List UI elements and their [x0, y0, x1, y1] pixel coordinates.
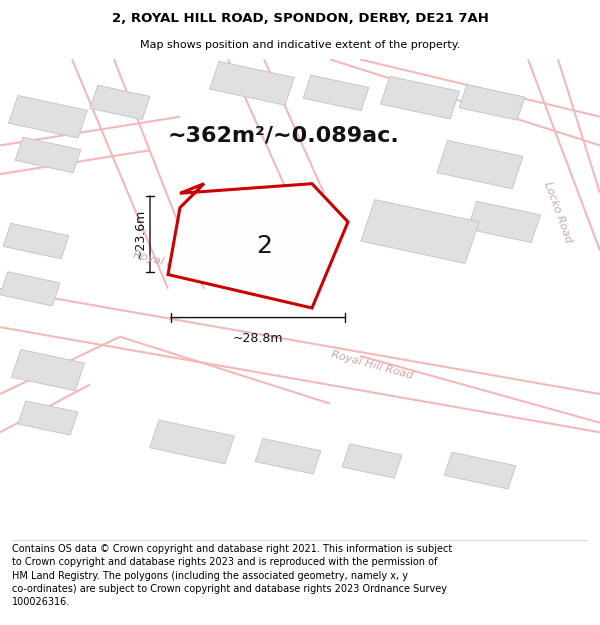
Text: ~362m²/~0.089ac.: ~362m²/~0.089ac. [168, 126, 400, 146]
Polygon shape [3, 223, 69, 259]
Polygon shape [209, 61, 295, 105]
Polygon shape [149, 420, 235, 464]
Polygon shape [303, 75, 369, 111]
Text: Locko Road: Locko Road [542, 181, 574, 244]
Text: ~28.8m: ~28.8m [233, 332, 283, 345]
Text: Map shows position and indicative extent of the property.: Map shows position and indicative extent… [140, 40, 460, 49]
Polygon shape [255, 439, 321, 474]
Polygon shape [15, 138, 81, 172]
Polygon shape [437, 141, 523, 189]
Polygon shape [380, 76, 460, 119]
Polygon shape [168, 184, 348, 308]
Text: Royal Hill Road: Royal Hill Road [132, 249, 216, 281]
Text: 2, ROYAL HILL ROAD, SPONDON, DERBY, DE21 7AH: 2, ROYAL HILL ROAD, SPONDON, DERBY, DE21… [112, 11, 488, 24]
Polygon shape [0, 272, 60, 306]
Polygon shape [444, 452, 516, 489]
Polygon shape [198, 202, 318, 265]
Polygon shape [467, 201, 541, 242]
Polygon shape [90, 85, 150, 119]
Text: 2: 2 [256, 234, 272, 258]
Polygon shape [11, 349, 85, 391]
Polygon shape [459, 84, 525, 120]
Polygon shape [361, 199, 479, 263]
Polygon shape [8, 96, 88, 138]
Text: Royal Hill Road: Royal Hill Road [330, 349, 414, 381]
Polygon shape [342, 444, 402, 478]
Text: Contains OS data © Crown copyright and database right 2021. This information is : Contains OS data © Crown copyright and d… [12, 544, 452, 607]
Polygon shape [18, 401, 78, 435]
Text: ~23.6m: ~23.6m [134, 209, 147, 259]
